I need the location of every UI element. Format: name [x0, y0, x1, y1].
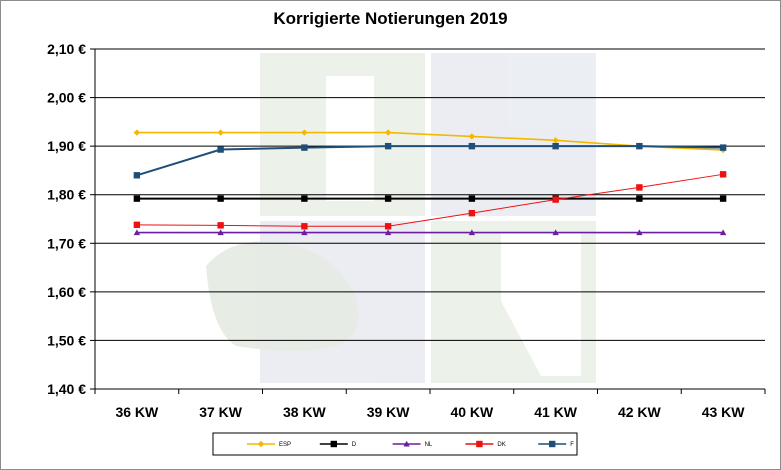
legend: ESP D NL DK F [212, 432, 578, 456]
legend-marker-dk [476, 440, 483, 448]
data-point-d [468, 195, 476, 202]
legend-marker-esp [257, 440, 265, 448]
data-point-f [301, 144, 308, 151]
data-point-esp [217, 129, 224, 136]
series-line-esp [136, 131, 724, 151]
data-point-f [468, 142, 476, 150]
y-tick-label: 1,40 € [47, 381, 86, 397]
data-point-f [719, 144, 727, 151]
data-point-nl [133, 229, 141, 236]
data-point-dk [468, 209, 476, 217]
data-point-d [301, 195, 308, 202]
legend-marker-d [330, 440, 337, 448]
data-point-d [133, 195, 141, 202]
chart-title: Korrigierte Notierungen 2019 [273, 9, 508, 28]
data-point-nl [217, 229, 224, 236]
series-nl [133, 229, 727, 236]
data-point-d [636, 195, 643, 202]
data-point-dk [384, 223, 392, 230]
grid-lines [95, 48, 765, 390]
series-line-dk [136, 173, 724, 227]
legend-label-d: D [352, 442, 357, 448]
data-point-nl [301, 229, 308, 236]
data-point-nl [468, 229, 476, 236]
series-dk [133, 171, 727, 230]
data-point-esp [133, 129, 141, 136]
series-d [133, 195, 727, 202]
data-point-nl [384, 229, 392, 236]
y-tick-label: 2,10 € [47, 41, 86, 57]
data-point-dk [552, 196, 559, 203]
y-tick-label: 2,00 € [47, 90, 86, 106]
y-tick-label: 1,80 € [47, 187, 86, 203]
y-tick-label: 1,50 € [47, 332, 86, 348]
legend-item-f: F [538, 440, 574, 448]
y-tick-label: 1,60 € [47, 284, 86, 300]
data-point-f [552, 142, 559, 150]
legend-item-dk: DK [465, 440, 506, 448]
data-point-dk [217, 222, 224, 229]
x-tick-label: 41 KW [534, 404, 578, 420]
axes: 1,40 € 1,50 € 1,60 € 1,70 € 1,80 € 1,90 € 2,00… [47, 41, 766, 420]
data-point-f [217, 146, 224, 153]
data-point-f [384, 142, 392, 150]
series-line-f [136, 145, 724, 177]
data-point-nl [636, 229, 643, 236]
data-point-esp [552, 137, 559, 144]
data-point-d [719, 195, 727, 202]
legend-label-dk: DK [497, 442, 505, 448]
data-point-esp [468, 133, 476, 140]
y-tick-label: 1,70 € [47, 235, 86, 251]
legend-label-nl: NL [425, 442, 433, 448]
data-point-f [133, 172, 141, 179]
data-point-dk [133, 221, 141, 229]
data-point-nl [552, 229, 559, 236]
x-tick-label: 43 KW [702, 404, 746, 420]
data-point-dk [301, 223, 308, 230]
x-tick-label: 38 KW [283, 404, 327, 420]
data-point-d [217, 195, 224, 202]
data-point-d [384, 195, 392, 202]
series-lines [133, 129, 727, 236]
x-tick-label: 42 KW [618, 404, 662, 420]
isn-watermark-logo [206, 53, 596, 383]
data-point-dk [636, 184, 643, 191]
x-tick-label: 40 KW [450, 404, 494, 420]
data-point-nl [719, 229, 727, 236]
legend-marker-nl [403, 440, 410, 447]
legend-label-f: F [570, 442, 574, 448]
y-tick-label: 1,90 € [47, 138, 86, 154]
series-f [133, 142, 727, 179]
x-tick-label: 37 KW [199, 404, 243, 420]
legend-marker-f [549, 440, 556, 448]
x-tick-label: 36 KW [115, 404, 159, 420]
data-point-f [636, 142, 643, 150]
legend-item-d: D [319, 440, 357, 448]
legend-item-esp: ESP [247, 440, 291, 448]
legend-label-esp: ESP [279, 442, 291, 448]
data-point-esp [384, 129, 392, 136]
legend-item-nl: NL [392, 440, 433, 448]
data-point-esp [301, 129, 308, 136]
data-point-dk [719, 171, 727, 178]
x-tick-label: 39 KW [367, 404, 411, 420]
